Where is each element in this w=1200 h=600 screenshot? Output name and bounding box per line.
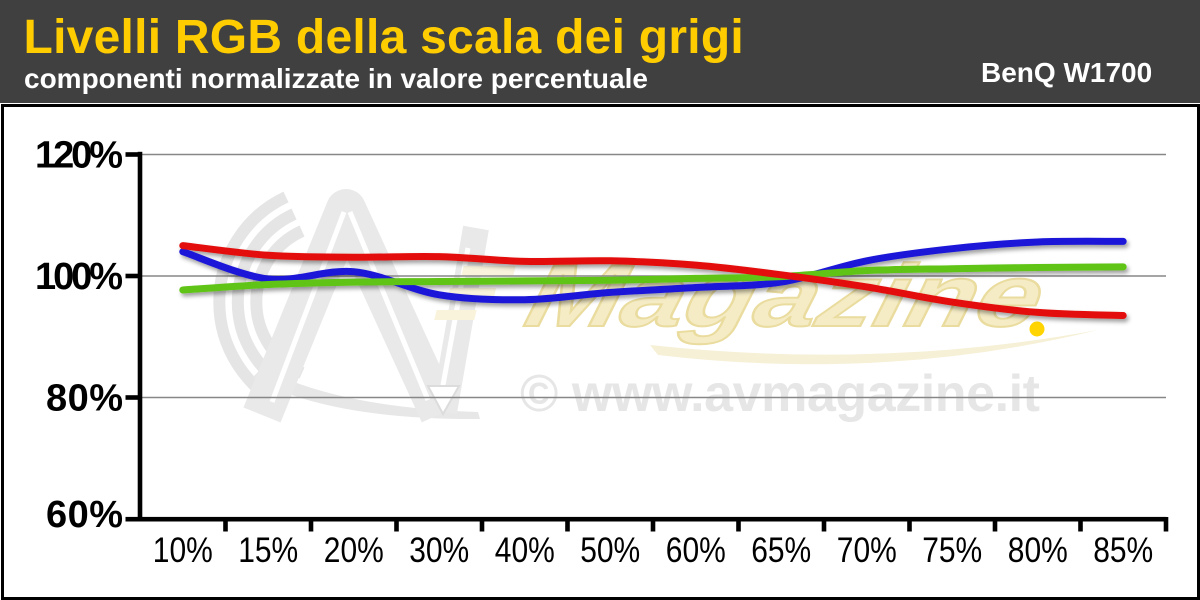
svg-text:20%: 20% <box>324 531 384 570</box>
svg-text:15%: 15% <box>238 531 298 570</box>
svg-text:10%: 10% <box>153 531 213 570</box>
svg-text:© www.avmagazine.it: © www.avmagazine.it <box>520 365 1040 423</box>
svg-text:40%: 40% <box>495 531 555 570</box>
svg-text:80%: 80% <box>46 378 123 420</box>
svg-text:65%: 65% <box>751 531 811 570</box>
svg-text:75%: 75% <box>922 531 982 570</box>
svg-text:60%: 60% <box>666 531 726 570</box>
svg-text:50%: 50% <box>580 531 640 570</box>
svg-text:100%: 100% <box>35 256 123 298</box>
svg-text:60%: 60% <box>46 494 123 536</box>
svg-text:30%: 30% <box>409 531 469 570</box>
svg-text:85%: 85% <box>1093 531 1153 570</box>
svg-text:80%: 80% <box>1008 531 1068 570</box>
svg-text:70%: 70% <box>837 531 897 570</box>
svg-text:120%: 120% <box>35 135 123 177</box>
